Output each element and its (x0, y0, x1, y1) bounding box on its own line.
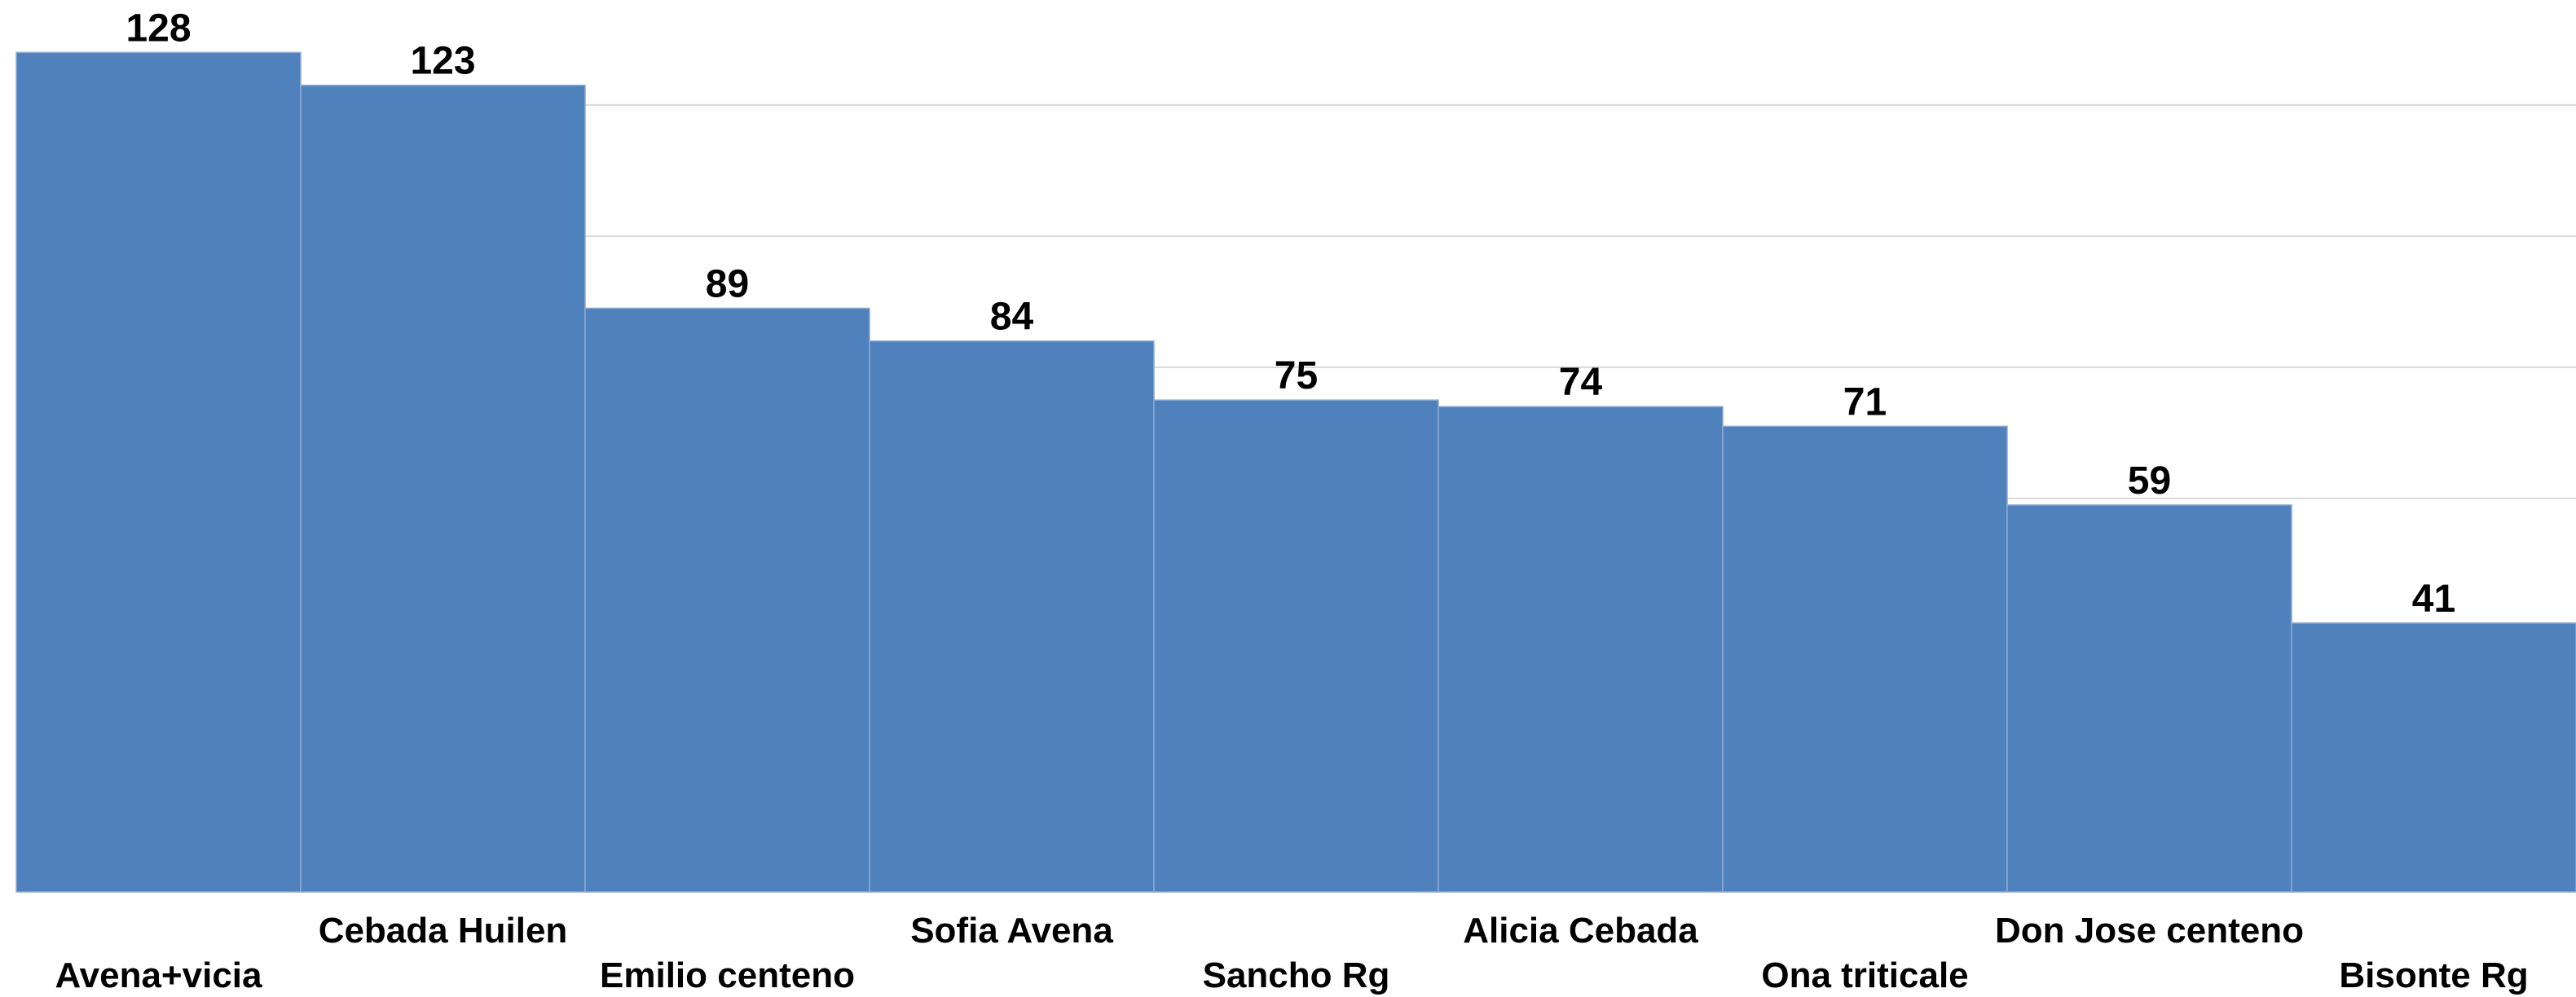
bar (15, 51, 302, 893)
data-label: 41 (2412, 578, 2455, 621)
data-label: 71 (1843, 380, 1887, 424)
bar (869, 340, 1155, 893)
bar (1722, 425, 2008, 893)
data-label: 59 (2128, 459, 2171, 503)
data-label: 84 (990, 296, 1034, 339)
data-label: 75 (1275, 354, 1318, 397)
data-label: 74 (1559, 361, 1603, 404)
x-tick-label: Emilio centeno (600, 955, 855, 995)
bar (1438, 406, 1724, 893)
x-tick-label: Avena+vicia (55, 955, 263, 995)
bar (2006, 504, 2292, 893)
bar (300, 84, 586, 893)
x-tick-label: Alicia Cebada (1463, 911, 1698, 951)
bar (2291, 622, 2576, 893)
data-label: 128 (125, 7, 191, 50)
x-tick-label: Sancho Rg (1203, 955, 1390, 995)
x-tick-label: Bisonte Rg (2339, 955, 2528, 995)
data-label: 123 (410, 40, 475, 83)
bar (584, 307, 870, 893)
bar (1153, 399, 1439, 893)
data-label: 89 (706, 262, 749, 305)
x-tick-label: Ona triticale (1761, 955, 1968, 995)
x-tick-label: Don Jose centeno (1995, 911, 2304, 951)
x-tick-label: Sofia Avena (910, 911, 1113, 951)
x-tick-label: Cebada Huilen (319, 911, 568, 951)
